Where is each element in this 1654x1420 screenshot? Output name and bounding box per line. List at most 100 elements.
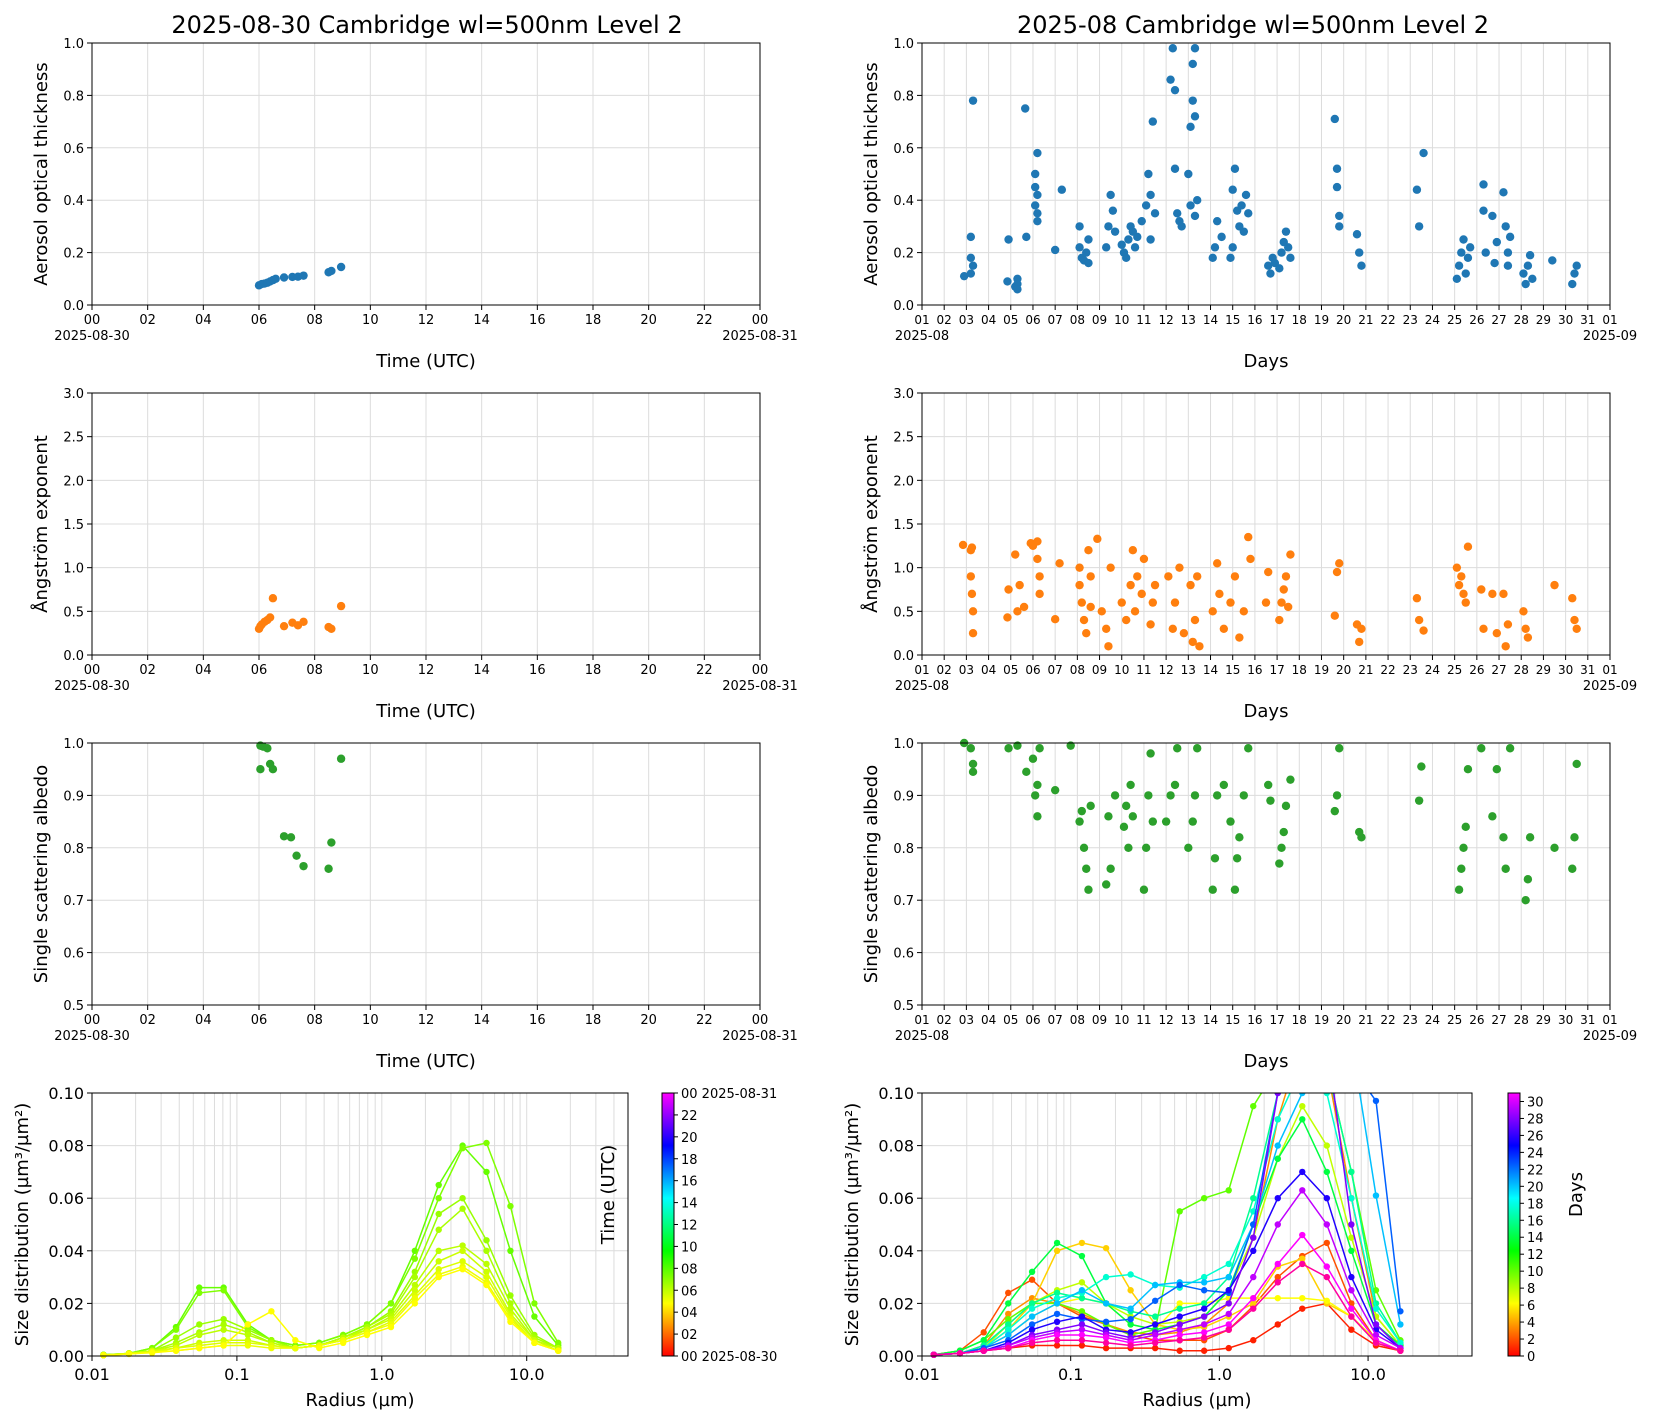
data-point — [1414, 615, 1424, 625]
data-point — [265, 613, 275, 622]
colorbar-tick-label: 12 — [681, 1219, 698, 1234]
x-tick-label: 04 — [981, 663, 996, 677]
data-point — [1332, 567, 1342, 577]
day-size-series — [100, 1139, 562, 1359]
data-point — [1215, 589, 1224, 599]
colorbar — [1507, 1092, 1521, 1357]
series-point — [507, 1202, 514, 1210]
data-point — [256, 765, 265, 774]
x-tick-label: 11 — [1136, 663, 1151, 677]
series-point — [1028, 1305, 1036, 1312]
x-tick-label: 22 — [696, 663, 713, 678]
x-tick-label: 26 — [1469, 663, 1484, 677]
data-point — [1144, 169, 1153, 179]
series-point — [1225, 1310, 1232, 1318]
x-tick-label: 10 — [1114, 663, 1129, 677]
series-point — [220, 1321, 227, 1328]
data-point — [1146, 749, 1155, 758]
x-tick-label: 11 — [1136, 313, 1151, 327]
series-point — [1200, 1300, 1208, 1307]
y-tick-label: 1.0 — [893, 737, 914, 752]
series-point — [1274, 1093, 1281, 1097]
x-tick-label: 04 — [195, 663, 212, 678]
data-point — [1019, 602, 1029, 612]
y-tick-label: 2.0 — [893, 474, 914, 489]
colorbar-tick-label: 6 — [1527, 1299, 1535, 1314]
series-point — [1078, 1321, 1086, 1328]
data-point — [1459, 589, 1468, 599]
x-tick-label: 02 — [139, 1013, 156, 1028]
data-point — [1066, 741, 1075, 750]
series-line — [933, 1093, 1402, 1356]
data-point — [1264, 567, 1273, 577]
y-axis-label: Size distribution (µm³/µm²) — [842, 1103, 863, 1346]
x-tick-label: 08 — [306, 313, 323, 328]
series-point — [196, 1344, 203, 1352]
series-point — [244, 1321, 252, 1328]
data-point — [1457, 572, 1466, 581]
data-point — [1104, 222, 1113, 231]
data-point — [1244, 744, 1253, 753]
series-point — [100, 1352, 107, 1359]
y-axis-label: Single scattering albedo — [861, 765, 882, 983]
data-point — [1033, 537, 1042, 546]
data-point — [1141, 843, 1151, 852]
series-point — [1372, 1305, 1380, 1312]
x-tick-label: 27 — [1491, 313, 1506, 327]
series-point — [1299, 1294, 1306, 1302]
data-point — [1050, 785, 1060, 795]
data-point — [1228, 185, 1237, 194]
data-point — [1503, 248, 1513, 257]
data-point — [1330, 611, 1340, 620]
x-axis-label: Time (UTC) — [375, 351, 476, 372]
x-tick-label: 10 — [362, 1013, 379, 1028]
data-point — [1332, 164, 1342, 173]
x-tick-label: 02 — [937, 663, 952, 677]
x-tick-label: 26 — [1469, 313, 1484, 327]
data-point — [1161, 817, 1171, 826]
x-tick-label: 00 — [84, 1013, 101, 1028]
series-point — [435, 1266, 442, 1273]
data-point — [968, 628, 978, 638]
y-tick-label: 0.06 — [878, 1189, 914, 1208]
right-column-title: 2025-08 Cambridge wl=500nm Level 2 — [1017, 11, 1489, 39]
y-tick-label: 3.0 — [893, 387, 914, 402]
data-point — [1357, 261, 1366, 270]
series-point — [483, 1247, 490, 1255]
x-tick-label: 16 — [1247, 1013, 1262, 1027]
series-point — [1348, 1273, 1355, 1281]
x-tick-label: 10.0 — [509, 1365, 545, 1384]
series-point — [1028, 1276, 1036, 1283]
data-point — [1521, 896, 1530, 905]
x-tick-label: 12 — [1158, 663, 1173, 677]
series-line — [103, 1244, 559, 1356]
y-tick-label: 0.00 — [878, 1347, 914, 1366]
x-tick-label: 07 — [1048, 1013, 1063, 1027]
data-point — [1050, 614, 1060, 624]
series-point — [531, 1313, 538, 1320]
series-point — [1028, 1339, 1036, 1347]
data-point — [1479, 180, 1488, 189]
data-point — [1186, 201, 1195, 210]
series-point — [411, 1300, 419, 1307]
series-point — [1127, 1271, 1134, 1278]
data-point — [1239, 791, 1249, 800]
x-tick-label: 06 — [251, 313, 268, 328]
colorbar-tick-label: 10 — [681, 1240, 698, 1255]
data-point — [1264, 780, 1273, 790]
series-line — [103, 1268, 559, 1356]
data-point — [1170, 780, 1180, 790]
data-point — [1004, 744, 1013, 753]
series-point — [1324, 1064, 1330, 1070]
data-point — [968, 767, 978, 777]
month-size-panel: 0.01 0.1 1.0 10.0 0.00 0.02 0.04 0.06 0.08 0.10 Ra… — [842, 1064, 1587, 1411]
colorbar-tick-label: 06 — [681, 1284, 698, 1299]
x-tick-label: 0.01 — [74, 1365, 110, 1384]
data-point — [1226, 253, 1235, 263]
month-aod-points — [959, 44, 1581, 294]
x-tick-label: 13 — [1181, 1013, 1196, 1027]
series-point — [1102, 1273, 1110, 1281]
data-point — [1461, 598, 1470, 607]
data-point — [968, 96, 978, 105]
data-point — [1193, 744, 1202, 753]
